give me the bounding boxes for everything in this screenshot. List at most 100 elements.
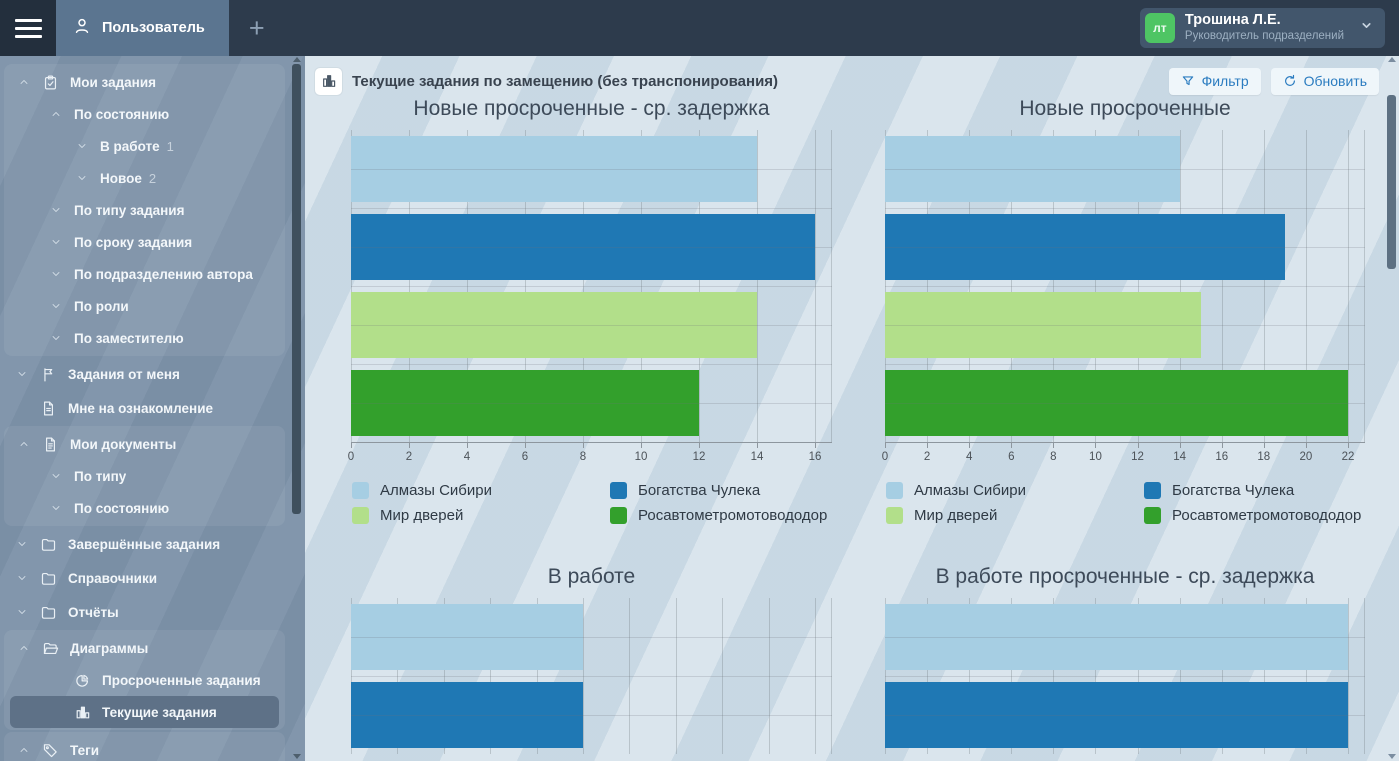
new-tab-button[interactable]: + [248, 12, 265, 43]
chevron-up-icon[interactable] [18, 438, 42, 450]
sidebar-item-label: Мне на ознакомление [68, 400, 214, 416]
axis-tick-label: 16 [1215, 451, 1229, 463]
sidebar-item-label: Завершённые задания [68, 536, 221, 552]
user-menu[interactable]: лт Трошина Л.Е. Руководитель подразделен… [1139, 8, 1385, 48]
chevron-down-icon[interactable] [50, 502, 74, 514]
bar-Росавтометромотовододор [885, 370, 1348, 436]
menu-button[interactable] [0, 0, 56, 56]
chevron-down-icon[interactable] [16, 538, 40, 550]
chart-legend: Алмазы Сибири Богатства Чулека Мир дверей Р… [885, 482, 1365, 524]
folder-icon [40, 536, 68, 553]
sidebar-item-by-task-type[interactable]: По типу задания [10, 194, 279, 226]
filter-button[interactable]: Фильтр [1168, 67, 1261, 95]
sidebar-item-my-tasks[interactable]: Мои задания [10, 66, 279, 98]
main-scrollbar-thumb[interactable] [1387, 95, 1396, 269]
sidebar-item-by-status[interactable]: По состоянию [10, 98, 279, 130]
sidebar-item-completed-tasks[interactable]: Завершённые задания [8, 528, 281, 560]
chevron-down-icon[interactable] [76, 140, 100, 152]
sidebar-item-for-my-review[interactable]: Мне на ознакомление [8, 392, 281, 424]
chevron-up-icon[interactable] [18, 642, 42, 654]
chart-plot [885, 598, 1365, 754]
chevron-up-icon[interactable] [18, 744, 42, 756]
sidebar-scrollbar-thumb[interactable] [292, 64, 301, 514]
sidebar-item-tasks-from-me[interactable]: Задания от меня [8, 358, 281, 390]
sidebar-item-tags[interactable]: Теги [10, 734, 279, 761]
bar-Мир дверей [351, 292, 757, 358]
chevron-down-icon[interactable] [16, 572, 40, 584]
bar-Росавтометромотовододор [351, 370, 699, 436]
bar-chart-icon [74, 704, 102, 721]
sidebar-item-label: Справочники [68, 570, 158, 586]
sidebar-item-label: По состоянию [74, 106, 170, 122]
chevron-down-icon[interactable] [16, 606, 40, 618]
legend-item[interactable]: Росавтометромотовододор [610, 507, 832, 524]
legend-label: Богатства Чулека [638, 482, 761, 499]
sidebar-item-my-documents[interactable]: Мои документы [10, 428, 279, 460]
chevron-down-icon[interactable] [50, 470, 74, 482]
legend-label: Росавтометромотовододор [638, 507, 828, 524]
sidebar-item-by-author-department[interactable]: По подразделению автора [10, 258, 279, 290]
sidebar-item-in-progress[interactable]: В работе 1 [10, 130, 279, 162]
main-scrollbar[interactable] [1386, 56, 1398, 761]
legend-swatch [886, 482, 903, 499]
bar-Богатства Чулека [885, 214, 1285, 280]
axis-tick-label: 4 [965, 451, 973, 463]
sidebar-scrollbar[interactable] [291, 56, 303, 761]
chevron-down-icon[interactable] [50, 332, 74, 344]
folder-icon [40, 604, 68, 621]
sidebar-item-label: Текущие задания [102, 704, 217, 720]
chevron-up-icon[interactable] [50, 108, 74, 120]
legend-swatch [352, 482, 369, 499]
legend-item[interactable]: Мир дверей [886, 507, 1144, 524]
scroll-up-icon[interactable] [1388, 57, 1396, 62]
sidebar-item-new[interactable]: Новое 2 [10, 162, 279, 194]
legend-item[interactable]: Росавтометромотовододор [1144, 507, 1365, 524]
legend-item[interactable]: Богатства Чулека [1144, 482, 1365, 499]
sidebar-item-label: Задания от меня [68, 366, 180, 382]
avatar: лт [1144, 13, 1175, 43]
chevron-up-icon[interactable] [18, 76, 42, 88]
bar-Мир дверей [885, 292, 1201, 358]
sidebar-item-reference-books[interactable]: Справочники [8, 562, 281, 594]
legend-item[interactable]: Мир дверей [352, 507, 610, 524]
charts-area: Новые просроченные - ср. задержка 0 2 4 6 8 1… [305, 94, 1399, 761]
sidebar-item-current-tasks[interactable]: Текущие задания [10, 696, 279, 728]
chart-plot [351, 130, 832, 442]
scroll-down-icon[interactable] [293, 754, 301, 759]
legend-item[interactable]: Алмазы Сибири [886, 482, 1144, 499]
sidebar-item-docs-by-type[interactable]: По типу [10, 460, 279, 492]
chevron-down-icon[interactable] [16, 368, 40, 380]
sidebar-item-by-deputy[interactable]: По заместителю [10, 322, 279, 354]
legend-item[interactable]: Богатства Чулека [610, 482, 832, 499]
axis-tick-label: 0 [881, 451, 889, 463]
sidebar-item-reports[interactable]: Отчёты [8, 596, 281, 628]
sidebar-item-diagrams[interactable]: Диаграммы [10, 632, 279, 664]
refresh-button[interactable]: Обновить [1270, 67, 1379, 95]
chart-title: Новые просроченные - ср. задержка [413, 97, 770, 120]
chevron-down-icon[interactable] [50, 300, 74, 312]
tab-user[interactable]: Пользователь [56, 0, 229, 56]
sidebar-item-docs-by-status[interactable]: По состоянию [10, 492, 279, 524]
scroll-down-icon[interactable] [1388, 754, 1396, 759]
axis-tick-label: 10 [1089, 451, 1102, 463]
chevron-down-icon[interactable] [50, 204, 74, 216]
axis-tick-label: 12 [692, 451, 706, 463]
folder-icon [40, 570, 68, 587]
sidebar-item-label: По сроку задания [74, 234, 193, 250]
chart-title: Новые просроченные [1019, 97, 1231, 120]
chevron-down-icon[interactable] [50, 268, 74, 280]
axis-tick-label: 6 [1008, 451, 1015, 463]
chart-plot [885, 130, 1365, 442]
folder-open-icon [42, 640, 70, 657]
legend-item[interactable]: Алмазы Сибири [352, 482, 610, 499]
axis-tick-label: 0 [347, 451, 355, 463]
chevron-down-icon[interactable] [76, 172, 100, 184]
sidebar-item-by-task-deadline[interactable]: По сроку задания [10, 226, 279, 258]
scroll-up-icon[interactable] [293, 57, 301, 62]
axis-tick-label: 2 [923, 451, 931, 463]
funnel-icon [1182, 76, 1193, 86]
sidebar-item-overdue-tasks[interactable]: Просроченные задания [10, 664, 279, 696]
chevron-down-icon[interactable] [50, 236, 74, 248]
sidebar-item-by-role[interactable]: По роли [10, 290, 279, 322]
sidebar-item-label: Отчёты [68, 604, 119, 620]
